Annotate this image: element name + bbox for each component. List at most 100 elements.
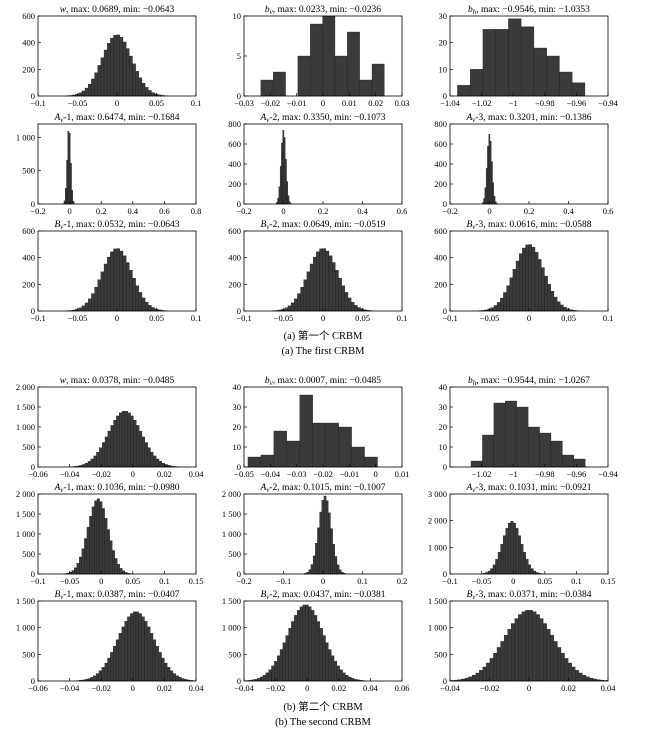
- plot-frame: [243, 600, 403, 682]
- histogram-bar: [544, 275, 548, 312]
- histogram-bar: [495, 29, 509, 97]
- x-tick-label: 0.4: [563, 206, 574, 216]
- histogram-bar: [150, 451, 154, 468]
- x-tick-label: 0.04: [363, 683, 379, 693]
- x-tick-label: 0: [527, 683, 531, 693]
- y-tick-label: 200: [22, 279, 35, 289]
- histogram-bar: [138, 430, 143, 468]
- histogram-bar: [482, 666, 487, 682]
- histogram-bar: [113, 248, 117, 312]
- y-tick-label: 200: [228, 179, 241, 189]
- histogram-bar: [107, 430, 111, 468]
- x-tick-label: 0: [281, 206, 285, 216]
- histogram-bar: [284, 307, 289, 312]
- histogram-bar: [518, 535, 521, 575]
- histogram-bar: [535, 614, 540, 682]
- plot-frame: [37, 600, 197, 682]
- histogram-a-bh: bh, max: −0.9546, min: −1.0353 −1.04 −1.02…: [439, 5, 619, 108]
- x-tick-label: −1: [509, 469, 518, 479]
- histogram-bar: [313, 615, 318, 682]
- histogram-bar: [530, 568, 534, 575]
- histogram-bar: [91, 506, 95, 575]
- x-tick-label: −0.05: [274, 313, 294, 323]
- histogram-bar: [359, 79, 373, 97]
- histogram-bar: [158, 652, 162, 682]
- y-tick-label: 0: [443, 199, 447, 209]
- histogram-bar: [132, 63, 136, 97]
- histogram-bar: [107, 657, 111, 682]
- plot-frame: [449, 493, 609, 575]
- histogram-a-w: w, max: 0.0689, min: −0.0643 −0.1 −0.05 0 0.…: [22, 5, 201, 108]
- x-tick-label: −0.1: [442, 576, 457, 586]
- histogram-bar: [126, 48, 130, 97]
- histogram-b-bv3: Bv-3, max: 0.0371, min: −0.0384 −0.04 −0.0…: [428, 590, 616, 693]
- x-tick-label: 0: [321, 98, 325, 108]
- histogram-bar: [538, 259, 542, 312]
- histogram-bar: [553, 641, 558, 682]
- histogram-bar: [117, 564, 120, 575]
- panel-title: bh, max: −0.9544, min: −1.0267: [468, 376, 590, 387]
- x-tick-label: 0.04: [189, 469, 205, 479]
- x-tick-label: 0: [527, 313, 531, 323]
- panel-title: Av-1, max: 0.6474, min: −0.1684: [53, 113, 179, 124]
- histogram-bar: [550, 440, 563, 468]
- y-tick-label: 2 000: [16, 382, 35, 392]
- histogram-b-av1: Av-1, max: 0.1036, min: −0.0980 −0.1 −0.05…: [16, 483, 204, 586]
- histogram-bar: [116, 248, 120, 312]
- histogram-bar: [130, 415, 134, 468]
- x-tick-label: 0.02: [561, 683, 576, 693]
- y-tick-label: 5: [237, 51, 241, 61]
- x-tick-label: 0.6: [397, 206, 408, 216]
- histogram-bar: [338, 278, 342, 312]
- histogram-bar: [178, 677, 182, 682]
- histogram-a-av3: Av-3, max: 0.3201, min: −0.1386−0.2 0 0.2 0…: [434, 113, 613, 216]
- histogram-bar: [500, 641, 505, 682]
- histogram-bar: [488, 134, 491, 205]
- histogram-bar: [67, 131, 70, 205]
- x-tick-label: 0.05: [561, 313, 576, 323]
- x-tick-label: 0.6: [159, 206, 170, 216]
- histogram-bar: [273, 430, 287, 468]
- histogram-bar: [573, 458, 586, 468]
- histogram-bar: [500, 297, 504, 312]
- histogram-bar: [296, 610, 301, 682]
- histogram-bar: [510, 521, 514, 575]
- histogram-bar: [147, 447, 151, 468]
- histogram-bar: [493, 402, 506, 468]
- histogram-bar: [287, 195, 290, 205]
- y-tick-label: 1 500: [16, 509, 35, 519]
- histogram-bar: [490, 307, 495, 312]
- x-tick-label: −1: [509, 98, 518, 108]
- panel-title: Av-3, max: 0.3201, min: −0.1386: [465, 113, 591, 124]
- y-tick-label: 1 000: [222, 529, 241, 539]
- x-tick-label: −0.02: [313, 469, 333, 479]
- histogram-bar: [126, 262, 130, 312]
- histogram-bar: [528, 610, 533, 682]
- x-tick-label: 0.02: [157, 469, 172, 479]
- histogram-bar: [546, 629, 551, 682]
- histogram-bar: [155, 646, 159, 682]
- y-tick-label: 40: [233, 382, 242, 392]
- histogram-bar: [158, 461, 163, 468]
- histogram-bar: [312, 555, 316, 575]
- histogram-bar: [328, 649, 332, 682]
- histogram-bar: [342, 672, 346, 682]
- histogram-bar: [124, 621, 128, 682]
- histogram-bar: [525, 559, 529, 575]
- histogram-a-bv2: Bv-2, max: 0.0649, min: −0.0519 −0.1 −0.05…: [228, 220, 407, 323]
- caption-a-en: (a) The first CRBM: [282, 346, 366, 357]
- caption-b-en: (b) The second CRBM: [275, 717, 371, 728]
- histogram-bar: [457, 85, 471, 97]
- histogram-a-bv1: Bv-1, max: 0.0532, min: −0.0643 −0.1 −0.05…: [22, 220, 201, 323]
- histogram-bar: [319, 628, 323, 682]
- panel-title: bv, max: 0.0007, min: −0.0485: [265, 376, 381, 387]
- histogram-bar: [525, 244, 529, 312]
- histogram-bar: [507, 522, 511, 575]
- plot-frame: [449, 123, 609, 205]
- histogram-bar: [308, 569, 312, 575]
- histogram-bar: [112, 550, 115, 575]
- x-tick-label: 0.4: [357, 206, 368, 216]
- histogram-bar: [518, 614, 523, 682]
- histogram-bar: [522, 247, 526, 312]
- histogram-bar: [129, 55, 133, 97]
